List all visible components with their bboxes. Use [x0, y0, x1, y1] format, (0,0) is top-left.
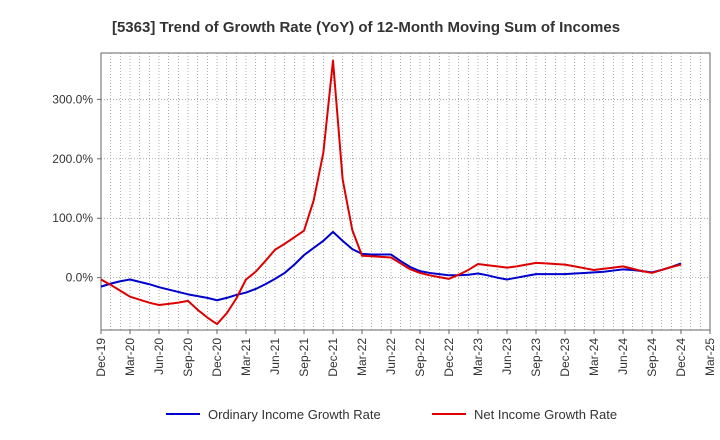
x-tick-label: Mar-22 — [355, 338, 369, 376]
grid — [101, 53, 710, 330]
x-tick-label: Mar-20 — [123, 338, 137, 376]
x-tick-label: Jun-21 — [268, 338, 282, 375]
y-tick-label: 0.0% — [66, 271, 94, 285]
series-line-ordinary-income — [100, 230, 682, 302]
chart-title: [5363] Trend of Growth Rate (YoY) of 12-… — [112, 19, 620, 36]
x-tick-label: Jun-23 — [500, 338, 514, 375]
legend-label-ordinary: Ordinary Income Growth Rate — [208, 407, 381, 422]
plot-frame — [100, 52, 711, 331]
x-tick-label: Sep-23 — [529, 338, 543, 377]
x-tick-label: Mar-21 — [239, 338, 253, 376]
x-tick-label: Dec-23 — [558, 338, 572, 377]
x-tick-label: Jun-20 — [152, 338, 166, 375]
y-tick-label: 300.0% — [52, 92, 93, 106]
x-tick-label: Mar-24 — [587, 338, 601, 376]
x-tick-label: Sep-22 — [413, 338, 427, 377]
x-tick-label: Jun-22 — [384, 338, 398, 375]
series-lines — [100, 59, 682, 326]
x-tick-label: Dec-19 — [94, 338, 108, 377]
x-tick-label: Mar-25 — [703, 338, 717, 376]
x-tick-label: Dec-24 — [674, 338, 688, 377]
y-tick-label: 100.0% — [52, 211, 93, 225]
x-tick-label: Dec-21 — [326, 338, 340, 377]
x-tick-label: Dec-20 — [210, 338, 224, 377]
x-tick-label: Jun-24 — [616, 338, 630, 375]
legend-label-net: Net Income Growth Rate — [474, 407, 617, 422]
x-axis: Dec-19 Mar-20 Jun-20 Sep-20 Dec-20 Mar-21 Jun-… — [94, 330, 717, 377]
y-tick-label: 200.0% — [52, 152, 93, 166]
x-tick-label: Sep-21 — [297, 338, 311, 377]
x-tick-label: Dec-22 — [442, 338, 456, 377]
y-axis: 300.0% 200.0% 100.0% 0.0% — [52, 92, 101, 285]
series-line-net-income — [100, 59, 682, 326]
x-tick-label: Sep-20 — [181, 338, 195, 377]
x-tick-label: Mar-23 — [471, 338, 485, 376]
legend: Ordinary Income Growth Rate Net Income G… — [166, 407, 617, 422]
x-tick-label: Sep-24 — [645, 338, 659, 377]
